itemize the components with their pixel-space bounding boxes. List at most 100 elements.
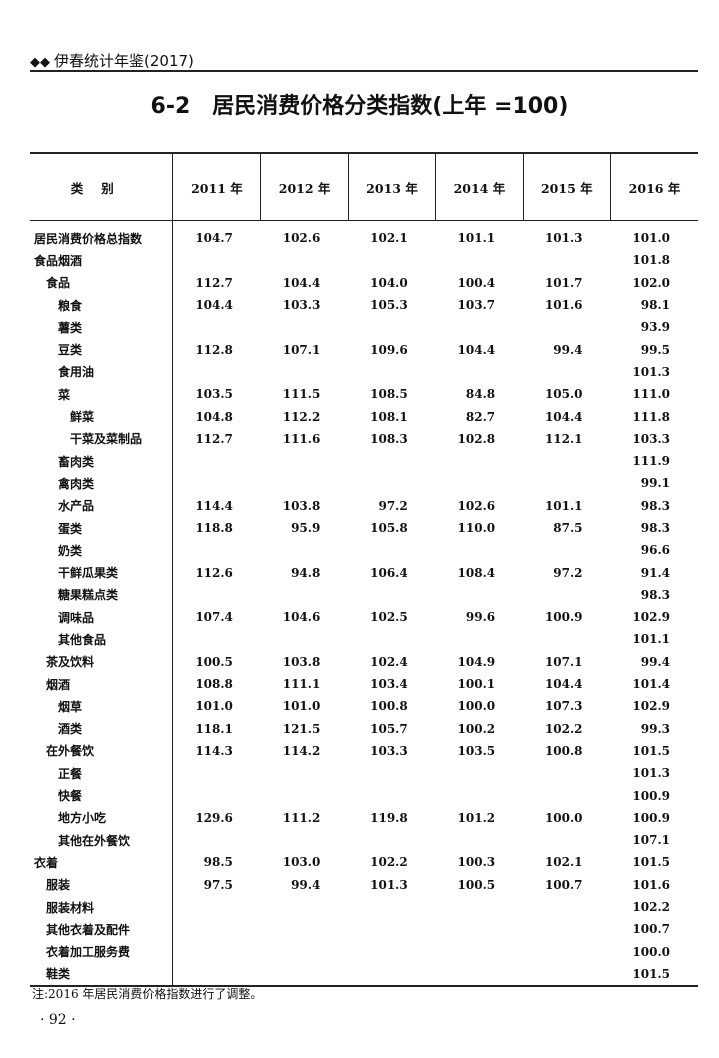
index-value: 101.5 (632, 855, 670, 870)
index-value: 100.7 (632, 922, 670, 937)
index-value: 110.0 (457, 521, 496, 535)
table-row: 糖果糕点类 98.3 (30, 583, 698, 607)
index-value: 107.1 (632, 833, 670, 848)
table-row: 服装材料 102.2 (30, 895, 698, 919)
index-value (173, 539, 261, 561)
index-value (173, 918, 261, 940)
index-value (348, 539, 435, 561)
index-value (436, 628, 523, 650)
index-value: 99.5 (640, 342, 670, 357)
index-value (348, 962, 436, 988)
index-value: 102.1 (544, 855, 583, 870)
category-label: 酒类 (30, 717, 174, 740)
index-value (348, 941, 435, 963)
index-value: 111.1 (282, 677, 321, 692)
index-value: 97.5 (203, 877, 233, 892)
index-value: 112.8 (195, 342, 233, 357)
table-row: 奶类 96.6 (30, 539, 698, 562)
year-column-header: 2011 年 (172, 152, 261, 221)
index-value: 100.9 (632, 810, 670, 825)
index-value (173, 584, 261, 606)
index-value: 103.0 (282, 855, 321, 870)
table-row: 蛋类 118.8 95.9 105.8 110.0 87.5 98.3 (30, 516, 698, 540)
table-row: 食品烟酒 101.8 (30, 249, 698, 272)
index-value: 108.4 (457, 565, 496, 580)
category-label: 鲜菜 (30, 405, 174, 428)
index-value (261, 762, 348, 784)
index-value: 118.1 (195, 721, 233, 736)
index-value: 104.8 (195, 409, 233, 424)
index-value: 108.1 (370, 409, 408, 424)
category-label: 服装 (30, 873, 174, 896)
index-value (348, 628, 435, 650)
index-value (173, 784, 261, 806)
index-value: 112.7 (195, 275, 233, 290)
index-value (523, 450, 610, 472)
category-label: 烟酒 (30, 672, 174, 696)
index-value: 104.9 (457, 654, 496, 669)
index-value (348, 584, 435, 606)
table-row: 烟酒 108.8 111.1 103.4 100.1 104.4 101.4 (30, 672, 698, 696)
index-value (436, 450, 523, 472)
index-value: 101.1 (632, 632, 670, 647)
index-value: 105.7 (370, 721, 408, 736)
index-value: 95.9 (291, 521, 321, 535)
index-value (523, 784, 610, 806)
index-value: 98.1 (640, 298, 670, 313)
year-column-header: 2012 年 (260, 152, 349, 221)
index-value: 102.6 (457, 498, 496, 513)
category-label: 居民消费价格总指数 (30, 220, 174, 250)
index-value: 114.3 (195, 743, 233, 758)
table-row: 在外餐饮 114.3 114.2 103.3 103.5 100.8 101.5 (30, 739, 698, 763)
category-label: 快餐 (30, 784, 174, 807)
index-value: 129.6 (195, 810, 233, 825)
index-value (173, 628, 261, 650)
index-value: 111.2 (282, 810, 321, 825)
category-label: 糖果糕点类 (30, 583, 174, 607)
index-value (261, 628, 348, 650)
index-value: 101.1 (544, 498, 583, 513)
table-row: 其他衣着及配件 100.7 (30, 918, 698, 941)
index-value: 100.8 (544, 743, 583, 758)
index-value: 102.2 (370, 855, 408, 870)
index-value: 108.5 (370, 387, 408, 402)
index-value: 104.6 (282, 610, 321, 625)
table-row: 地方小吃 129.6 111.2 119.8 101.2 100.0 100.9 (30, 806, 698, 830)
index-value: 102.0 (632, 275, 670, 290)
index-value: 114.4 (195, 498, 233, 513)
index-value (173, 450, 261, 472)
index-value: 101.4 (632, 677, 670, 692)
index-value: 101.3 (370, 877, 408, 892)
index-value (523, 472, 610, 494)
index-value (173, 249, 261, 271)
index-value: 98.3 (640, 498, 670, 513)
index-value: 104.4 (544, 677, 583, 692)
index-value: 104.4 (544, 409, 583, 424)
index-value: 112.6 (195, 565, 233, 580)
category-label: 茶及饮料 (30, 650, 174, 673)
index-value (523, 829, 610, 851)
category-label: 地方小吃 (30, 806, 174, 830)
index-value (523, 249, 610, 271)
index-value: 84.8 (465, 387, 496, 402)
index-value (436, 361, 523, 383)
index-value (260, 962, 349, 988)
table-row: 烟草 101.0 101.0 100.8 100.0 107.3 102.9 (30, 695, 698, 718)
index-value: 108.3 (370, 431, 408, 446)
index-value (261, 450, 348, 472)
index-value: 99.4 (553, 342, 583, 357)
index-value: 99.1 (640, 476, 670, 491)
index-value: 102.2 (544, 721, 583, 736)
index-value: 103.3 (282, 298, 321, 313)
page-number: · 92 · (40, 1012, 76, 1028)
index-value: 99.4 (640, 654, 670, 669)
table-row: 茶及饮料 100.5 103.8 102.4 104.9 107.1 99.4 (30, 650, 698, 673)
index-value: 101.0 (282, 699, 321, 714)
index-value (523, 962, 611, 988)
table-row: 服装 97.5 99.4 101.3 100.5 100.7 101.6 (30, 873, 698, 896)
category-label: 食品 (30, 271, 174, 294)
table-row: 鞋类 101.5 (30, 962, 698, 988)
index-value: 91.4 (640, 565, 670, 580)
index-value: 105.0 (544, 387, 583, 402)
index-value: 107.3 (544, 699, 583, 714)
